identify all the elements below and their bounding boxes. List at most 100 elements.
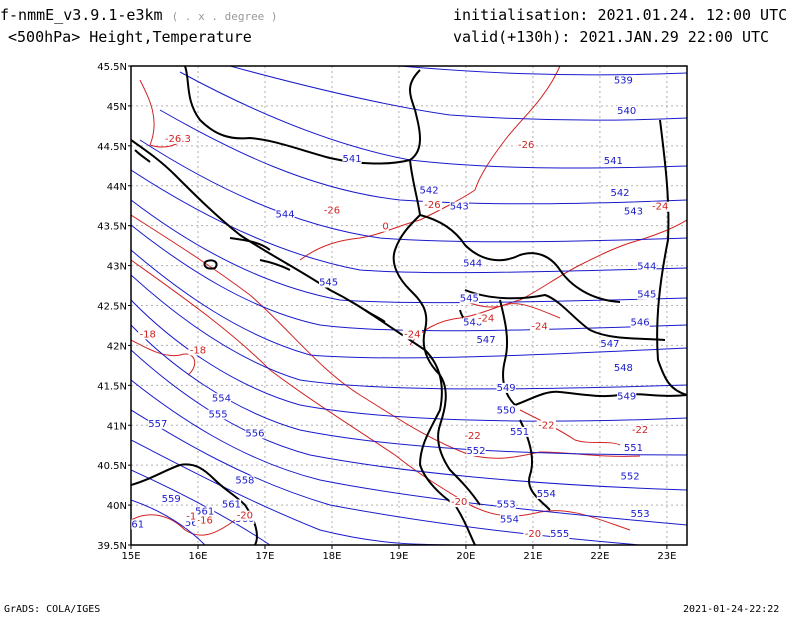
temp-contour	[299, 66, 561, 261]
height-label-bg	[536, 489, 556, 500]
temp-label-bg	[184, 511, 198, 522]
height-contour	[131, 274, 687, 390]
height-label: 546	[631, 317, 650, 328]
y-tick-label: 40.5N	[97, 461, 127, 472]
height-label-bg	[499, 514, 520, 525]
x-tick-label: 18E	[322, 551, 341, 562]
height-label-bg	[610, 188, 630, 199]
height-label: 554	[500, 515, 519, 526]
height-label: 547	[600, 339, 619, 350]
height-label: 544	[463, 258, 482, 269]
y-tick-label: 41N	[107, 421, 127, 432]
coastline	[203, 259, 218, 270]
level-title: <500hPa> Height,Temperature	[8, 28, 252, 46]
height-label: 543	[450, 202, 469, 213]
border-line	[514, 390, 687, 406]
height-label-bg	[221, 499, 242, 510]
temp-label-bg	[523, 529, 543, 540]
temp-contour	[519, 409, 621, 446]
coastline	[364, 309, 386, 323]
valid-time: valid(+130h): 2021.JAN.29 22:00 UTC	[453, 28, 770, 46]
height-label-bg	[603, 156, 623, 167]
height-label: 557	[148, 419, 167, 430]
height-label-bg	[550, 529, 570, 540]
height-label-bg	[617, 105, 637, 116]
temp-label: -26.3	[165, 134, 191, 145]
temp-label: -22	[538, 420, 554, 431]
height-label-bg	[613, 75, 633, 86]
temp-label: -24	[531, 321, 547, 332]
temp-contour	[131, 514, 236, 536]
height-label: 555	[550, 529, 569, 540]
temp-label: -24	[652, 202, 668, 213]
height-label: 559	[162, 494, 181, 505]
height-contour	[131, 249, 687, 359]
y-tick-label: 44.5N	[97, 142, 127, 153]
x-tick-label: 17E	[255, 551, 274, 562]
temp-label: -22	[464, 431, 480, 442]
model-name: f-nmmE_v3.9.1-e3km	[0, 6, 163, 24]
height-label: 545	[319, 278, 338, 289]
border-line	[419, 214, 621, 303]
height-label-bg	[235, 475, 255, 486]
height-label: 544	[276, 210, 295, 221]
x-tick-label: 21E	[523, 551, 542, 562]
height-label-bg	[620, 471, 640, 482]
map-frame	[130, 65, 688, 546]
height-label: 549	[497, 383, 516, 394]
temp-label-bg	[516, 140, 536, 151]
height-label-bg	[623, 442, 644, 453]
height-label: 542	[420, 186, 439, 197]
y-tick-label: 43.5N	[97, 222, 127, 233]
height-contour	[131, 299, 687, 422]
temp-label: -22	[632, 425, 648, 436]
height-label-bg	[637, 289, 657, 300]
temp-label: -18	[140, 329, 156, 340]
height-label: 545	[460, 294, 479, 305]
temp-label-bg	[402, 329, 422, 340]
height-label-bg	[476, 335, 496, 346]
temp-label-bg	[476, 313, 496, 324]
height-label-bg	[630, 317, 650, 328]
height-label: 547	[476, 335, 495, 346]
height-label-bg	[208, 409, 228, 420]
x-tick-label: 22E	[590, 551, 609, 562]
height-label: 558	[235, 476, 254, 487]
temp-label: -24	[404, 329, 420, 340]
projection-note: ( . x . degree )	[171, 10, 278, 23]
height-contour	[139, 139, 687, 243]
temp-label-bg	[530, 321, 550, 332]
model-title: f-nmmE_v3.9.1-e3km ( . x . degree )	[0, 6, 278, 26]
height-label-bg	[463, 258, 483, 269]
height-label-bg	[245, 428, 265, 439]
temp-label-bg	[382, 221, 389, 232]
y-tick-label: 41.5N	[97, 381, 127, 392]
temp-label-bg	[536, 420, 556, 431]
temp-label: -18	[190, 345, 206, 356]
height-label-bg	[211, 393, 232, 404]
temp-label-bg	[188, 345, 208, 356]
height-label: 554	[537, 489, 556, 500]
temp-label: -24	[478, 313, 494, 324]
height-contour	[131, 169, 687, 274]
height-contour	[229, 66, 687, 121]
temp-label: -20	[525, 529, 541, 540]
footer-timestamp: 2021-01-24-22:22	[683, 604, 780, 615]
grid-lines	[130, 65, 687, 546]
temp-label: 0	[382, 222, 388, 233]
temp-label-bg	[195, 515, 215, 526]
height-label-bg	[630, 509, 650, 520]
height-label-bg	[496, 499, 516, 510]
height-contours	[131, 66, 687, 545]
temp-label-bg	[630, 425, 650, 436]
height-label-bg	[613, 362, 633, 373]
height-contour	[131, 324, 687, 456]
height-label-bg	[617, 391, 637, 402]
height-contour	[131, 439, 471, 545]
height-label-bg	[449, 201, 469, 212]
height-contour	[131, 469, 271, 545]
height-contour	[131, 379, 687, 526]
height-label: 546	[463, 317, 482, 328]
border-line	[519, 419, 551, 511]
